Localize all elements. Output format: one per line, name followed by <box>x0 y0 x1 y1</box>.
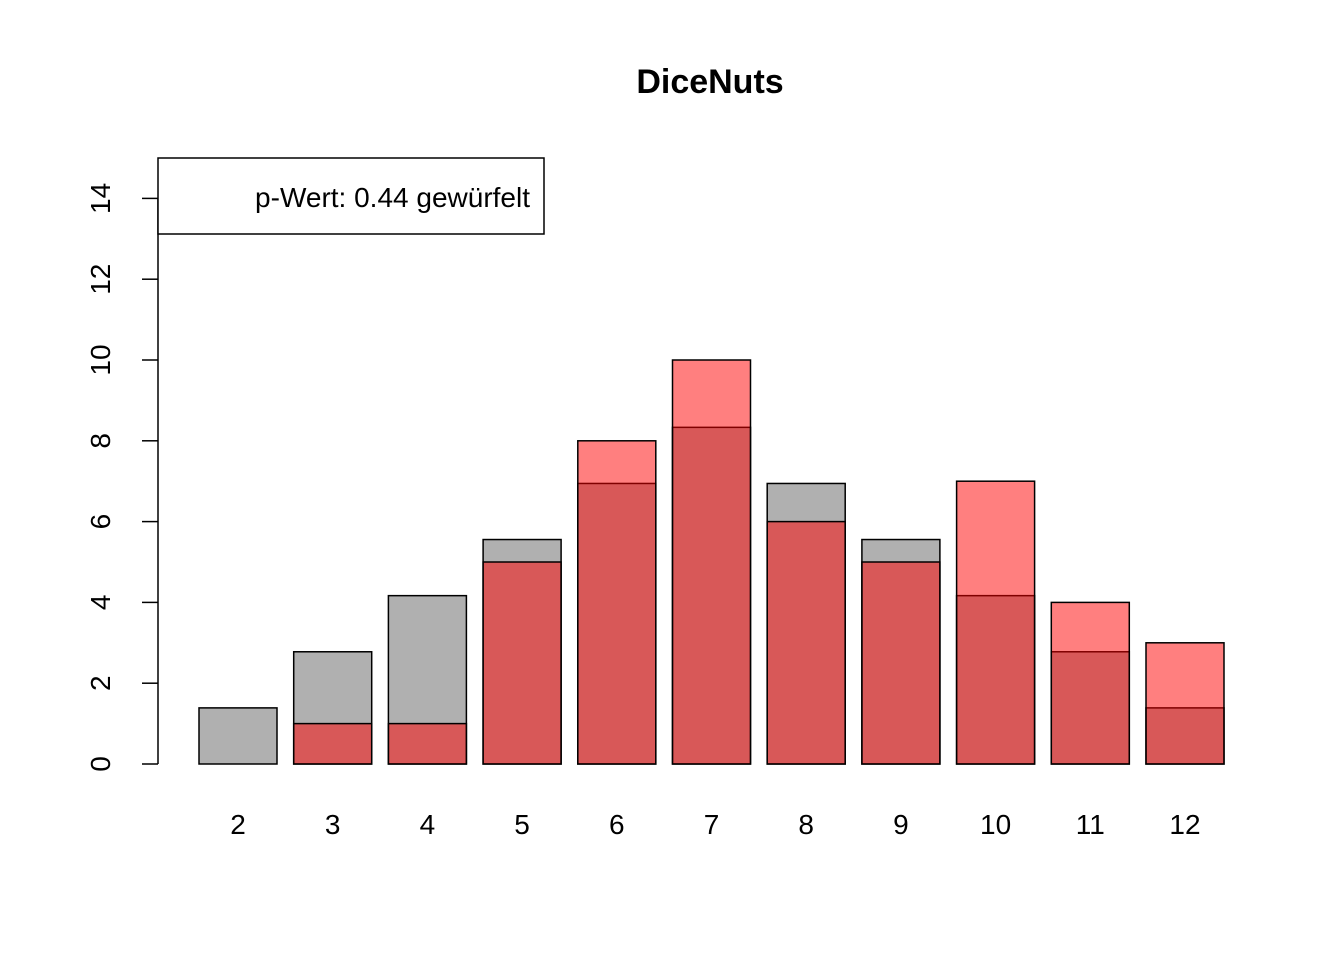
legend-box <box>157 157 545 235</box>
x-tick-label-3: 3 <box>325 809 341 840</box>
x-tick-label-10: 10 <box>980 809 1011 840</box>
y-tick-label-12: 12 <box>85 264 116 295</box>
observed-bar-10 <box>955 480 1036 765</box>
y-tick-label-0: 0 <box>85 756 116 772</box>
x-tick-label-9: 9 <box>893 809 909 840</box>
legend: p-Wert: 0.44 gewürfelt <box>157 157 545 235</box>
x-tick-label-5: 5 <box>514 809 530 840</box>
y-tick-label-6: 6 <box>85 514 116 530</box>
x-tick-label-11: 11 <box>1076 809 1105 840</box>
x-tick-label-8: 8 <box>798 809 814 840</box>
y-axis: 0 2 4 6 8 10 12 14 <box>85 183 159 772</box>
observed-bar-9 <box>861 561 941 765</box>
y-tick-label-2: 2 <box>85 675 116 691</box>
observed-bar-8 <box>766 520 846 765</box>
x-tick-label-7: 7 <box>704 809 720 840</box>
observed-bar-11 <box>1050 601 1131 765</box>
observed-bar-12 <box>1145 642 1225 765</box>
x-tick-label-2: 2 <box>230 809 246 840</box>
observed-bars <box>292 359 1225 765</box>
observed-bar-5 <box>482 561 562 765</box>
chart-title: DiceNuts <box>636 63 783 101</box>
x-tick-label-12: 12 <box>1169 809 1200 840</box>
y-tick-label-10: 10 <box>85 344 116 375</box>
legend-text: p-Wert: 0.44 gewürfelt <box>255 182 530 213</box>
y-tick-label-4: 4 <box>85 595 116 611</box>
observed-bar-7 <box>671 359 752 765</box>
y-tick-label-14: 14 <box>85 183 116 214</box>
observed-bar-3 <box>292 722 373 765</box>
x-axis-labels: 2 3 4 5 6 7 8 9 10 11 12 <box>230 809 1200 840</box>
x-tick-label-6: 6 <box>609 809 625 840</box>
expected-bar-2 <box>198 707 278 765</box>
observed-bar-4 <box>387 722 468 765</box>
observed-bar-6 <box>577 440 657 765</box>
x-tick-label-4: 4 <box>420 809 436 840</box>
y-tick-label-8: 8 <box>85 433 116 449</box>
